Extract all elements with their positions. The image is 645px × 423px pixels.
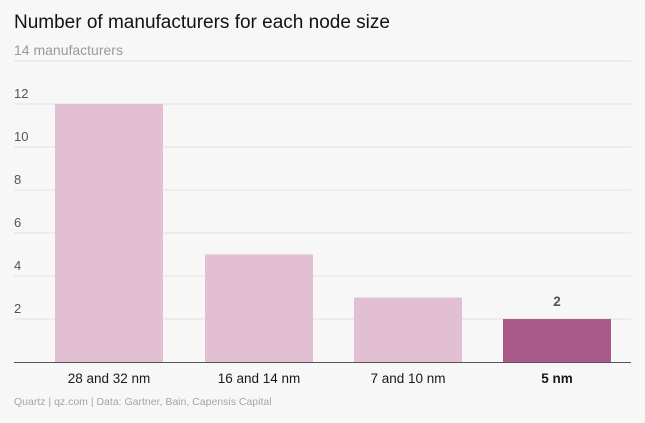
bar-5-nm	[503, 319, 611, 362]
x-tick-label: 7 and 10 nm	[370, 371, 445, 386]
source-footer: Quartz | qz.com | Data: Gartner, Bain, C…	[14, 396, 272, 408]
x-tick-label: 16 and 14 nm	[218, 371, 301, 386]
data-label: 2	[553, 294, 561, 309]
y-tick-label: 6	[14, 215, 21, 230]
y-tick-label: 8	[14, 172, 21, 187]
y-tick-label: 12	[14, 86, 28, 101]
y-tick-label: 2	[14, 301, 21, 316]
bar-7-and-10-nm	[354, 297, 462, 362]
x-tick-label: 28 and 32 nm	[68, 371, 151, 386]
bar-16-and-14-nm	[205, 254, 313, 362]
y-tick-label: 4	[14, 258, 21, 273]
x-tick-label: 5 nm	[541, 371, 573, 386]
bar-28-and-32-nm	[55, 104, 163, 362]
chart-title: Number of manufacturers for each node si…	[14, 12, 390, 33]
chart-subtitle: 14 manufacturers	[14, 42, 123, 58]
y-tick-label: 10	[14, 129, 28, 144]
